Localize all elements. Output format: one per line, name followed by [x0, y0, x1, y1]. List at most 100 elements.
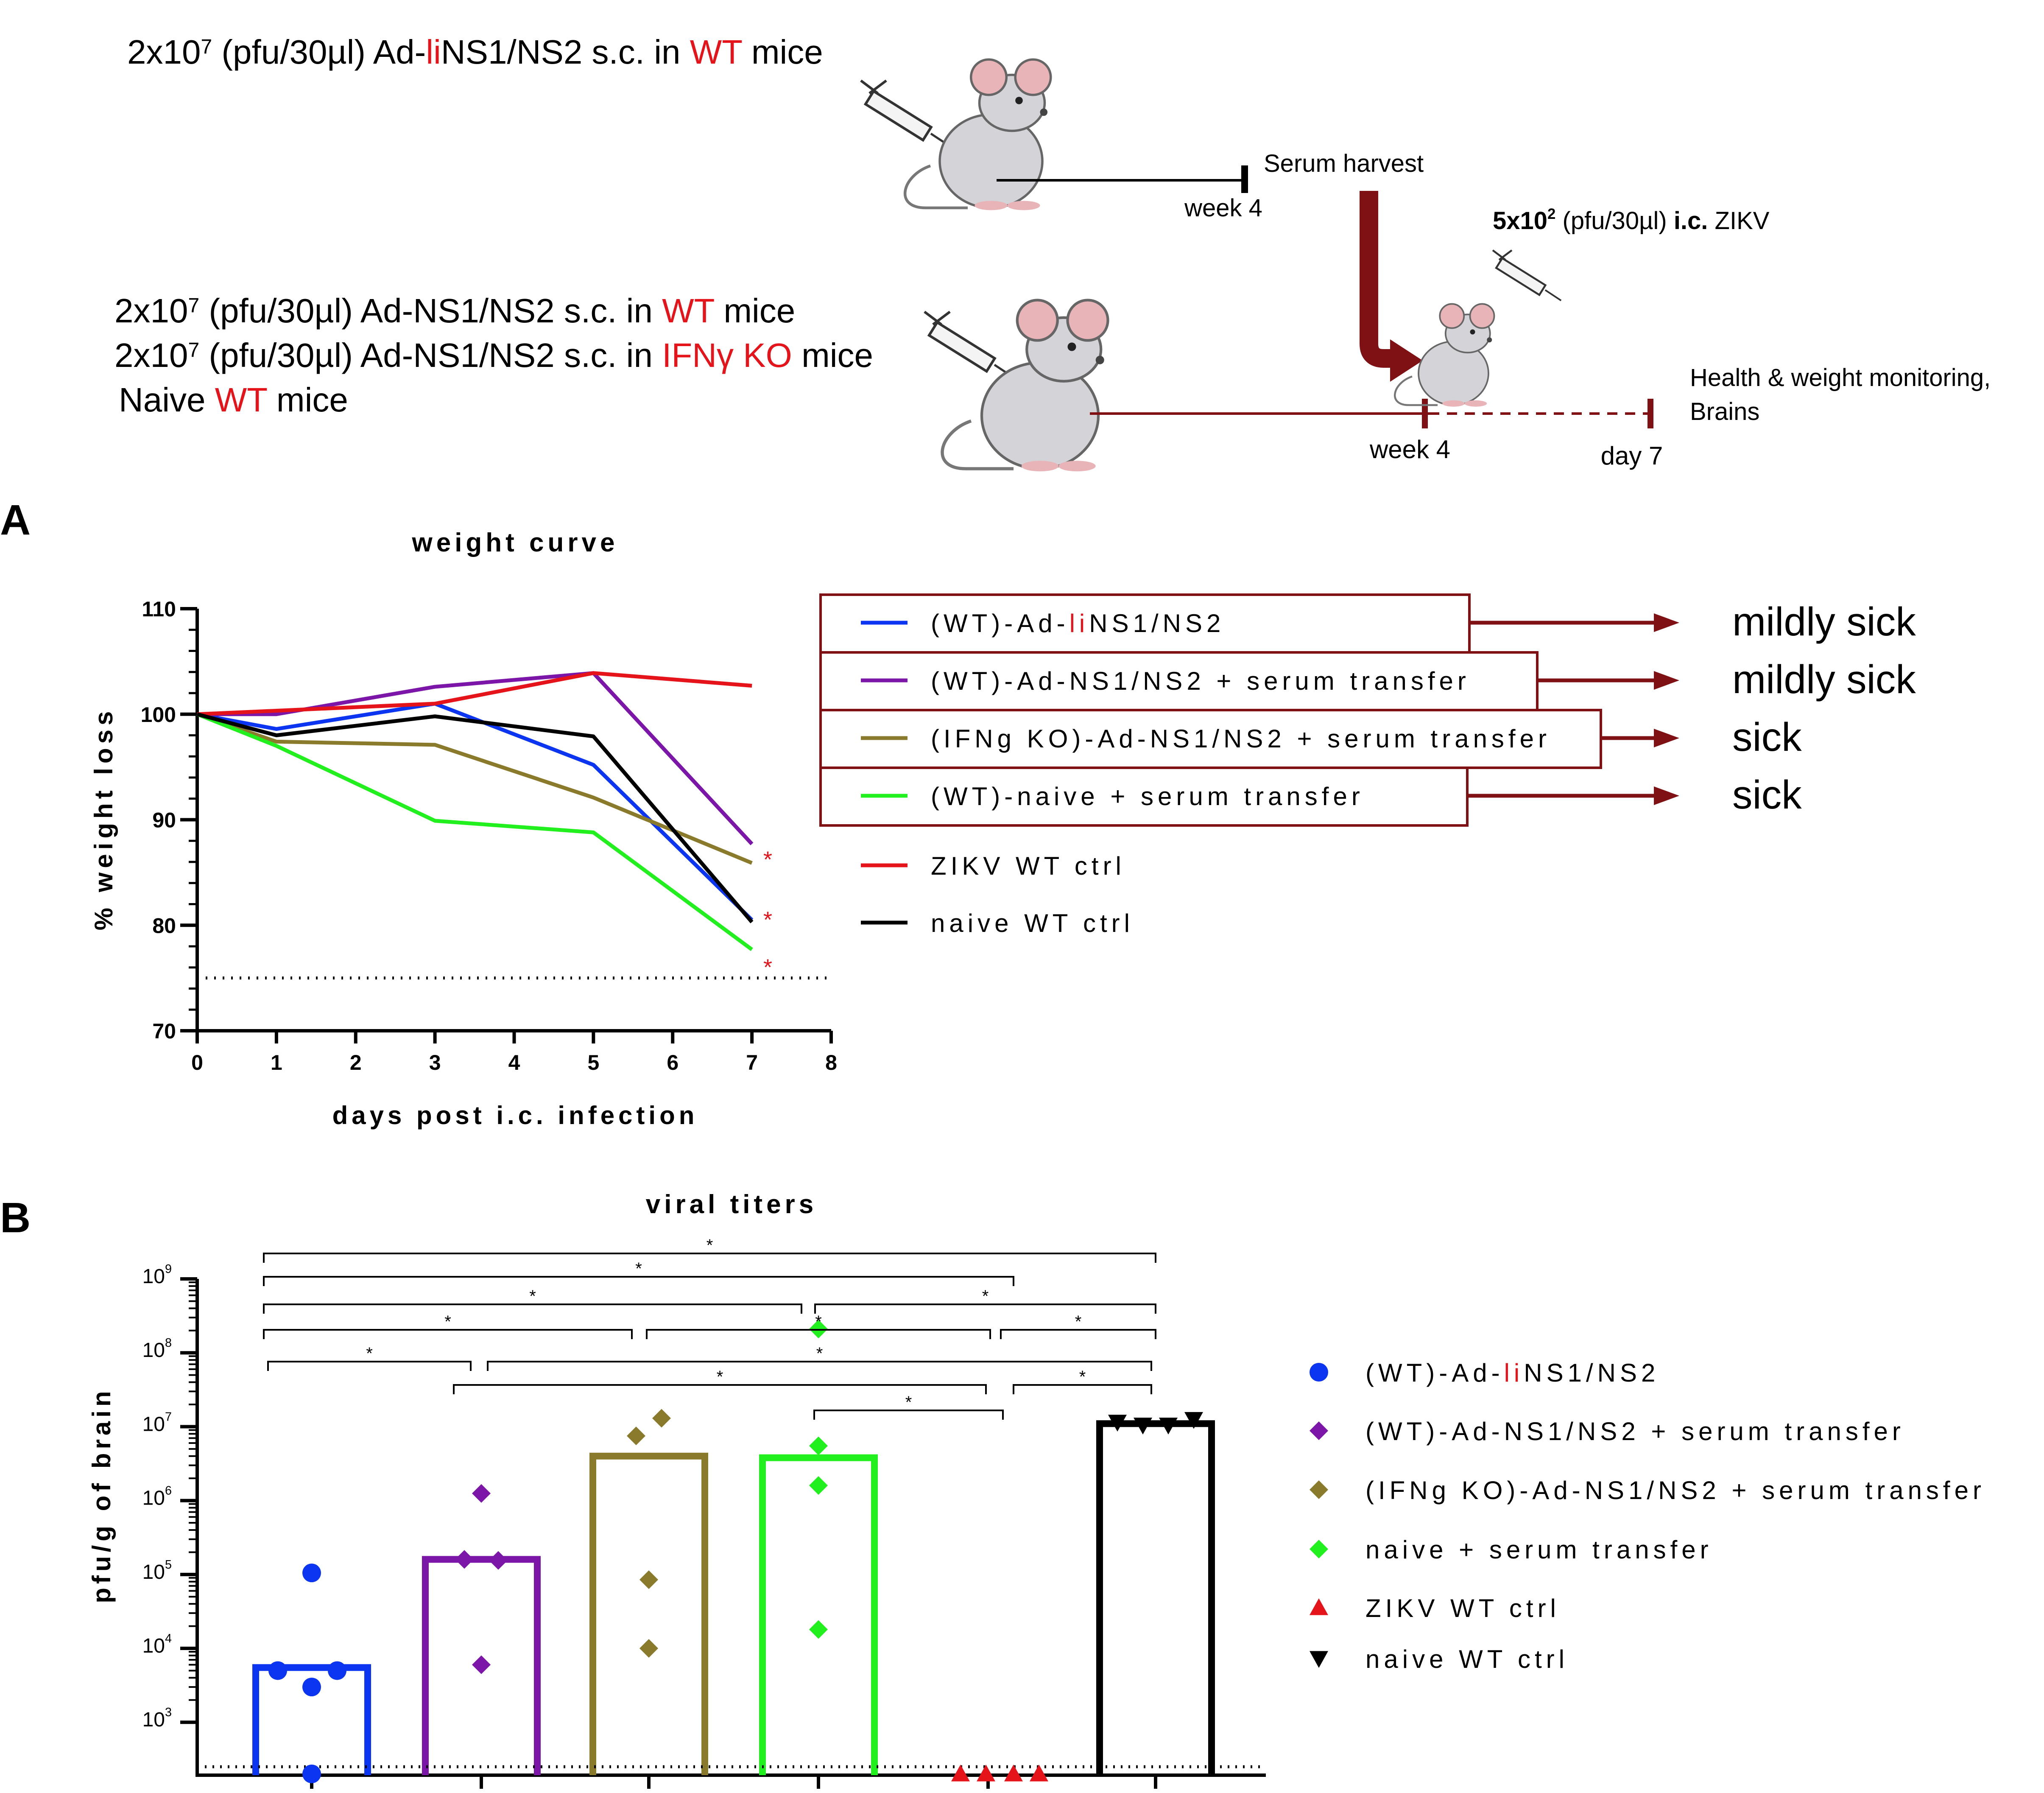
y-axis-label: % weight loss [89, 707, 118, 931]
text-segment: 9 [165, 1262, 172, 1276]
significance-star: * [905, 1393, 912, 1412]
text-segment: li [1504, 1359, 1524, 1387]
data-point [639, 1570, 658, 1589]
text-segment: (pfu/30µl) Ad- [212, 33, 426, 71]
significance-star: * [444, 1312, 451, 1331]
y-tick-label: 104 [142, 1632, 172, 1657]
legend-label: (WT)-Ad-liNS1/NS2 [931, 609, 1225, 638]
legend-label: naive + serum transfer [1365, 1536, 1713, 1564]
text-segment: (pfu/30µl) Ad-NS1/NS2 s.c. in [199, 336, 662, 374]
text-segment: 10 [142, 1635, 165, 1657]
legend-label: (WT)-Ad-NS1/NS2 + serum transfer [1365, 1417, 1905, 1446]
significance-bracket [1013, 1384, 1152, 1394]
legend-marker [1310, 1651, 1328, 1668]
significance-bracket [814, 1303, 1156, 1314]
legend-label: (WT)-naive + serum transfer [931, 782, 1364, 811]
y-tick-label: 100 [141, 703, 176, 727]
arrow-head [1654, 613, 1679, 632]
text-segment: NS1/NS2 [1089, 609, 1225, 638]
chart-title: viral titers [646, 1190, 817, 1219]
outcome-arrow [1537, 671, 1679, 690]
text-segment: (WT)-Ad-NS1/NS2 + serum transfer [1365, 1417, 1905, 1446]
legend-label: (IFNg KO)-Ad-NS1/NS2 + serum transfer [931, 724, 1551, 753]
significance-star: * [1075, 1312, 1082, 1331]
series-line [196, 712, 753, 865]
legend-marker [1310, 1421, 1328, 1440]
text-segment: (WT)-naive + serum transfer [931, 782, 1364, 811]
bar [759, 1454, 878, 1775]
y-tick-label: 103 [142, 1706, 172, 1731]
transfer-arrow [1360, 191, 1392, 368]
mouse-foot [1464, 400, 1487, 407]
text-segment: Naive [119, 381, 215, 419]
week4-bottom-label: week 4 [1369, 435, 1450, 464]
data-point [472, 1655, 491, 1674]
x-tick-label: 3 [429, 1051, 441, 1074]
legend-marker [1310, 1598, 1328, 1615]
arrow-head [1654, 671, 1679, 690]
significance-bracket [267, 1361, 472, 1371]
protocol-line-4: Naive WT mice [119, 381, 348, 419]
brains-label: Brains [1690, 398, 1759, 425]
legend-label: naive WT ctrl [931, 909, 1134, 937]
text-segment: 2 [1547, 206, 1555, 222]
significance-star: * [529, 1287, 536, 1306]
text-segment: naive WT ctrl [931, 909, 1134, 937]
outcome-arrow [1469, 613, 1679, 632]
y-tick-label: 70 [152, 1019, 176, 1043]
outcome-label: sick [1732, 715, 1802, 760]
text-segment: 10 [142, 1265, 165, 1288]
text-segment: WT [215, 381, 268, 419]
syringe-needle [1544, 289, 1562, 302]
legend-label: (IFNg KO)-Ad-NS1/NS2 + serum transfer [1365, 1476, 1985, 1505]
y-tick-label: 80 [152, 914, 176, 937]
text-segment: 4 [165, 1632, 172, 1645]
x-tick-label: 7 [746, 1051, 758, 1074]
significance-bracket [813, 1410, 1004, 1420]
x-tick-label: 0 [191, 1051, 203, 1074]
y-tick-label: 107 [142, 1410, 172, 1435]
mouse-foot [1021, 461, 1059, 472]
panel-a-label: A [0, 496, 31, 544]
series-line [196, 712, 754, 923]
significance-bracket [263, 1303, 802, 1314]
data-point [652, 1409, 671, 1428]
y-tick-label: 106 [142, 1484, 172, 1510]
text-segment: 3 [165, 1706, 172, 1719]
syringe-icon [1492, 249, 1562, 302]
significance-bracket [487, 1361, 1152, 1371]
week4-top-label: week 4 [1184, 194, 1262, 222]
mouse-foot [975, 201, 1008, 210]
text-segment: 7 [201, 36, 212, 58]
text-segment: WT [662, 292, 715, 330]
text-segment: (WT)-Ad-NS1/NS2 + serum transfer [931, 667, 1470, 695]
x-tick-label: 2 [350, 1051, 362, 1074]
mouse-tail [941, 419, 1014, 470]
data-point [639, 1639, 658, 1658]
significance-marker: * [763, 954, 772, 980]
text-segment: (pfu/30µl) Ad-NS1/NS2 s.c. in [199, 292, 662, 330]
mouse-ear [1016, 299, 1059, 342]
mouse-foot [1442, 400, 1465, 407]
text-segment: 6 [165, 1484, 172, 1498]
data-point [1184, 1412, 1203, 1429]
legend-label: ZIKV WT ctrl [931, 852, 1125, 880]
text-segment: ZIKV WT ctrl [931, 852, 1125, 880]
series-line [197, 671, 752, 716]
data-point [1134, 1418, 1152, 1435]
text-segment: mice [714, 292, 795, 330]
data-point [1030, 1765, 1048, 1782]
data-point [455, 1550, 474, 1569]
text-segment: (pfu/30µl) [1555, 207, 1673, 235]
text-segment: mice [267, 381, 348, 419]
text-segment: IFNγ KO [662, 336, 792, 374]
x-tick-label: 4 [508, 1051, 520, 1074]
legend-label: ZIKV WT ctrl [1365, 1594, 1560, 1622]
text-segment: 5x10 [1493, 207, 1547, 235]
text-segment: mice [792, 336, 873, 374]
text-segment: ZIKV WT ctrl [1365, 1594, 1560, 1622]
text-segment: 10 [142, 1487, 165, 1510]
text-segment: 2x10 [114, 292, 188, 330]
x-tick-label: 1 [271, 1051, 282, 1074]
